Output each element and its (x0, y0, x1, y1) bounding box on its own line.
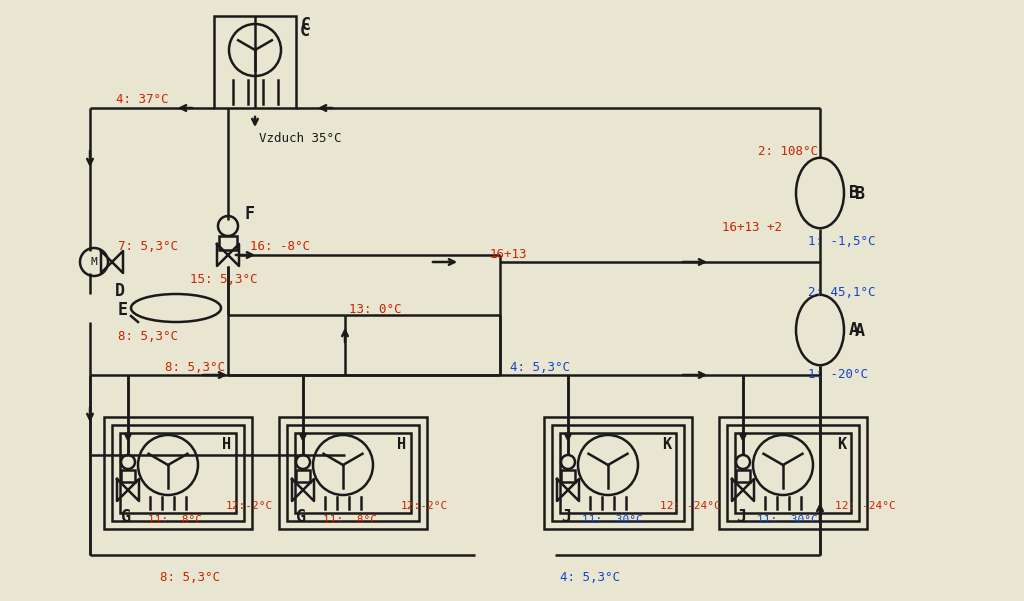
Text: J: J (561, 508, 571, 526)
Bar (735, 433, 851, 513)
Text: C: C (300, 22, 310, 40)
Bar (120, 433, 236, 513)
Bar (561, 470, 575, 482)
Text: 12:-2°C: 12:-2°C (226, 501, 273, 511)
Text: 4: 37°C: 4: 37°C (116, 93, 169, 106)
Bar (219, 236, 237, 250)
Text: 11: -8°C: 11: -8°C (323, 515, 377, 525)
Text: K: K (662, 437, 671, 452)
Text: 16+13 +2: 16+13 +2 (722, 221, 782, 234)
Text: 12: -24°C: 12: -24°C (660, 501, 721, 511)
Text: K: K (837, 437, 846, 452)
Text: 11: -8°C: 11: -8°C (148, 515, 202, 525)
Text: 1: -1,5°C: 1: -1,5°C (808, 235, 876, 248)
Bar (560, 433, 676, 513)
Bar (104, 417, 252, 529)
Text: 8: 5,3°C: 8: 5,3°C (160, 571, 220, 584)
Text: 16+13: 16+13 (490, 248, 527, 261)
Bar (544, 417, 692, 529)
Text: B: B (855, 185, 865, 203)
Text: 11: -30°C: 11: -30°C (582, 515, 643, 525)
Text: 11: -30°C: 11: -30°C (757, 515, 818, 525)
Text: 12: -24°C: 12: -24°C (835, 501, 896, 511)
Text: 12:-2°C: 12:-2°C (401, 501, 449, 511)
Text: A: A (855, 322, 865, 340)
Text: 8: 5,3°C: 8: 5,3°C (165, 361, 225, 374)
Text: E: E (118, 301, 128, 319)
Text: 16: -8°C: 16: -8°C (250, 240, 310, 253)
Bar (552, 425, 684, 521)
Bar (214, 16, 296, 108)
Text: 1: -20°C: 1: -20°C (808, 368, 868, 381)
Text: Vzduch 35°C: Vzduch 35°C (259, 132, 341, 145)
Text: H: H (397, 437, 407, 452)
Text: B: B (849, 184, 859, 202)
Text: C: C (301, 16, 311, 34)
Bar (112, 425, 244, 521)
Text: A: A (849, 321, 859, 339)
Bar (736, 470, 750, 482)
Bar (121, 470, 135, 482)
Text: 2: 108°C: 2: 108°C (758, 145, 818, 158)
Text: 7: 5,3°C: 7: 5,3°C (118, 240, 178, 253)
Text: G: G (296, 508, 306, 526)
Text: 15: 5,3°C: 15: 5,3°C (190, 273, 257, 286)
Bar (287, 425, 419, 521)
Text: J: J (736, 508, 746, 526)
Text: H: H (222, 437, 231, 452)
Bar (727, 425, 859, 521)
Bar (296, 470, 310, 482)
Text: 4: 5,3°C: 4: 5,3°C (510, 361, 570, 374)
Text: F: F (244, 205, 254, 223)
Text: 2: 45,1°C: 2: 45,1°C (808, 286, 876, 299)
Bar (279, 417, 427, 529)
Text: 13: 0°C: 13: 0°C (349, 303, 401, 316)
Text: 4: 5,3°C: 4: 5,3°C (560, 571, 620, 584)
Text: M: M (91, 257, 97, 267)
Text: D: D (115, 282, 125, 300)
Text: G: G (121, 508, 131, 526)
Bar (295, 433, 411, 513)
Text: 8: 5,3°C: 8: 5,3°C (118, 330, 178, 343)
Bar (719, 417, 867, 529)
